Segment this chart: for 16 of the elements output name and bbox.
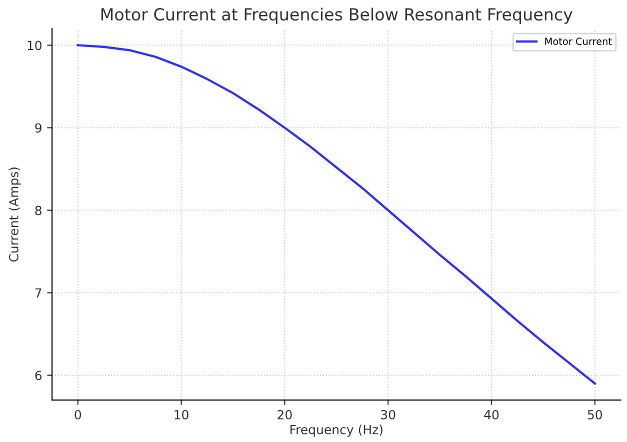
x-tick-label: 0 (74, 410, 82, 420)
y-tick-label: 9 (35, 123, 42, 133)
x-tick-label: 50 (588, 410, 602, 420)
x-tick-label: 40 (484, 410, 499, 420)
y-axis-title: Current (Amps) (8, 168, 21, 262)
y-tick-label: 8 (35, 206, 42, 216)
x-axis-title: Frequency (Hz) (290, 424, 382, 437)
x-tick-label: 30 (381, 410, 396, 420)
y-tick-label: 10 (28, 40, 42, 50)
x-tick-label: 20 (278, 410, 292, 420)
chart-title: Motor Current at Frequencies Below Resonant Frequency (101, 8, 572, 24)
legend-label: Motor Current (545, 38, 612, 46)
line-series (76, 44, 596, 385)
y-tick-label: 7 (35, 288, 42, 298)
x-tick-label: 10 (174, 410, 188, 420)
y-tick-label: 6 (35, 370, 42, 380)
